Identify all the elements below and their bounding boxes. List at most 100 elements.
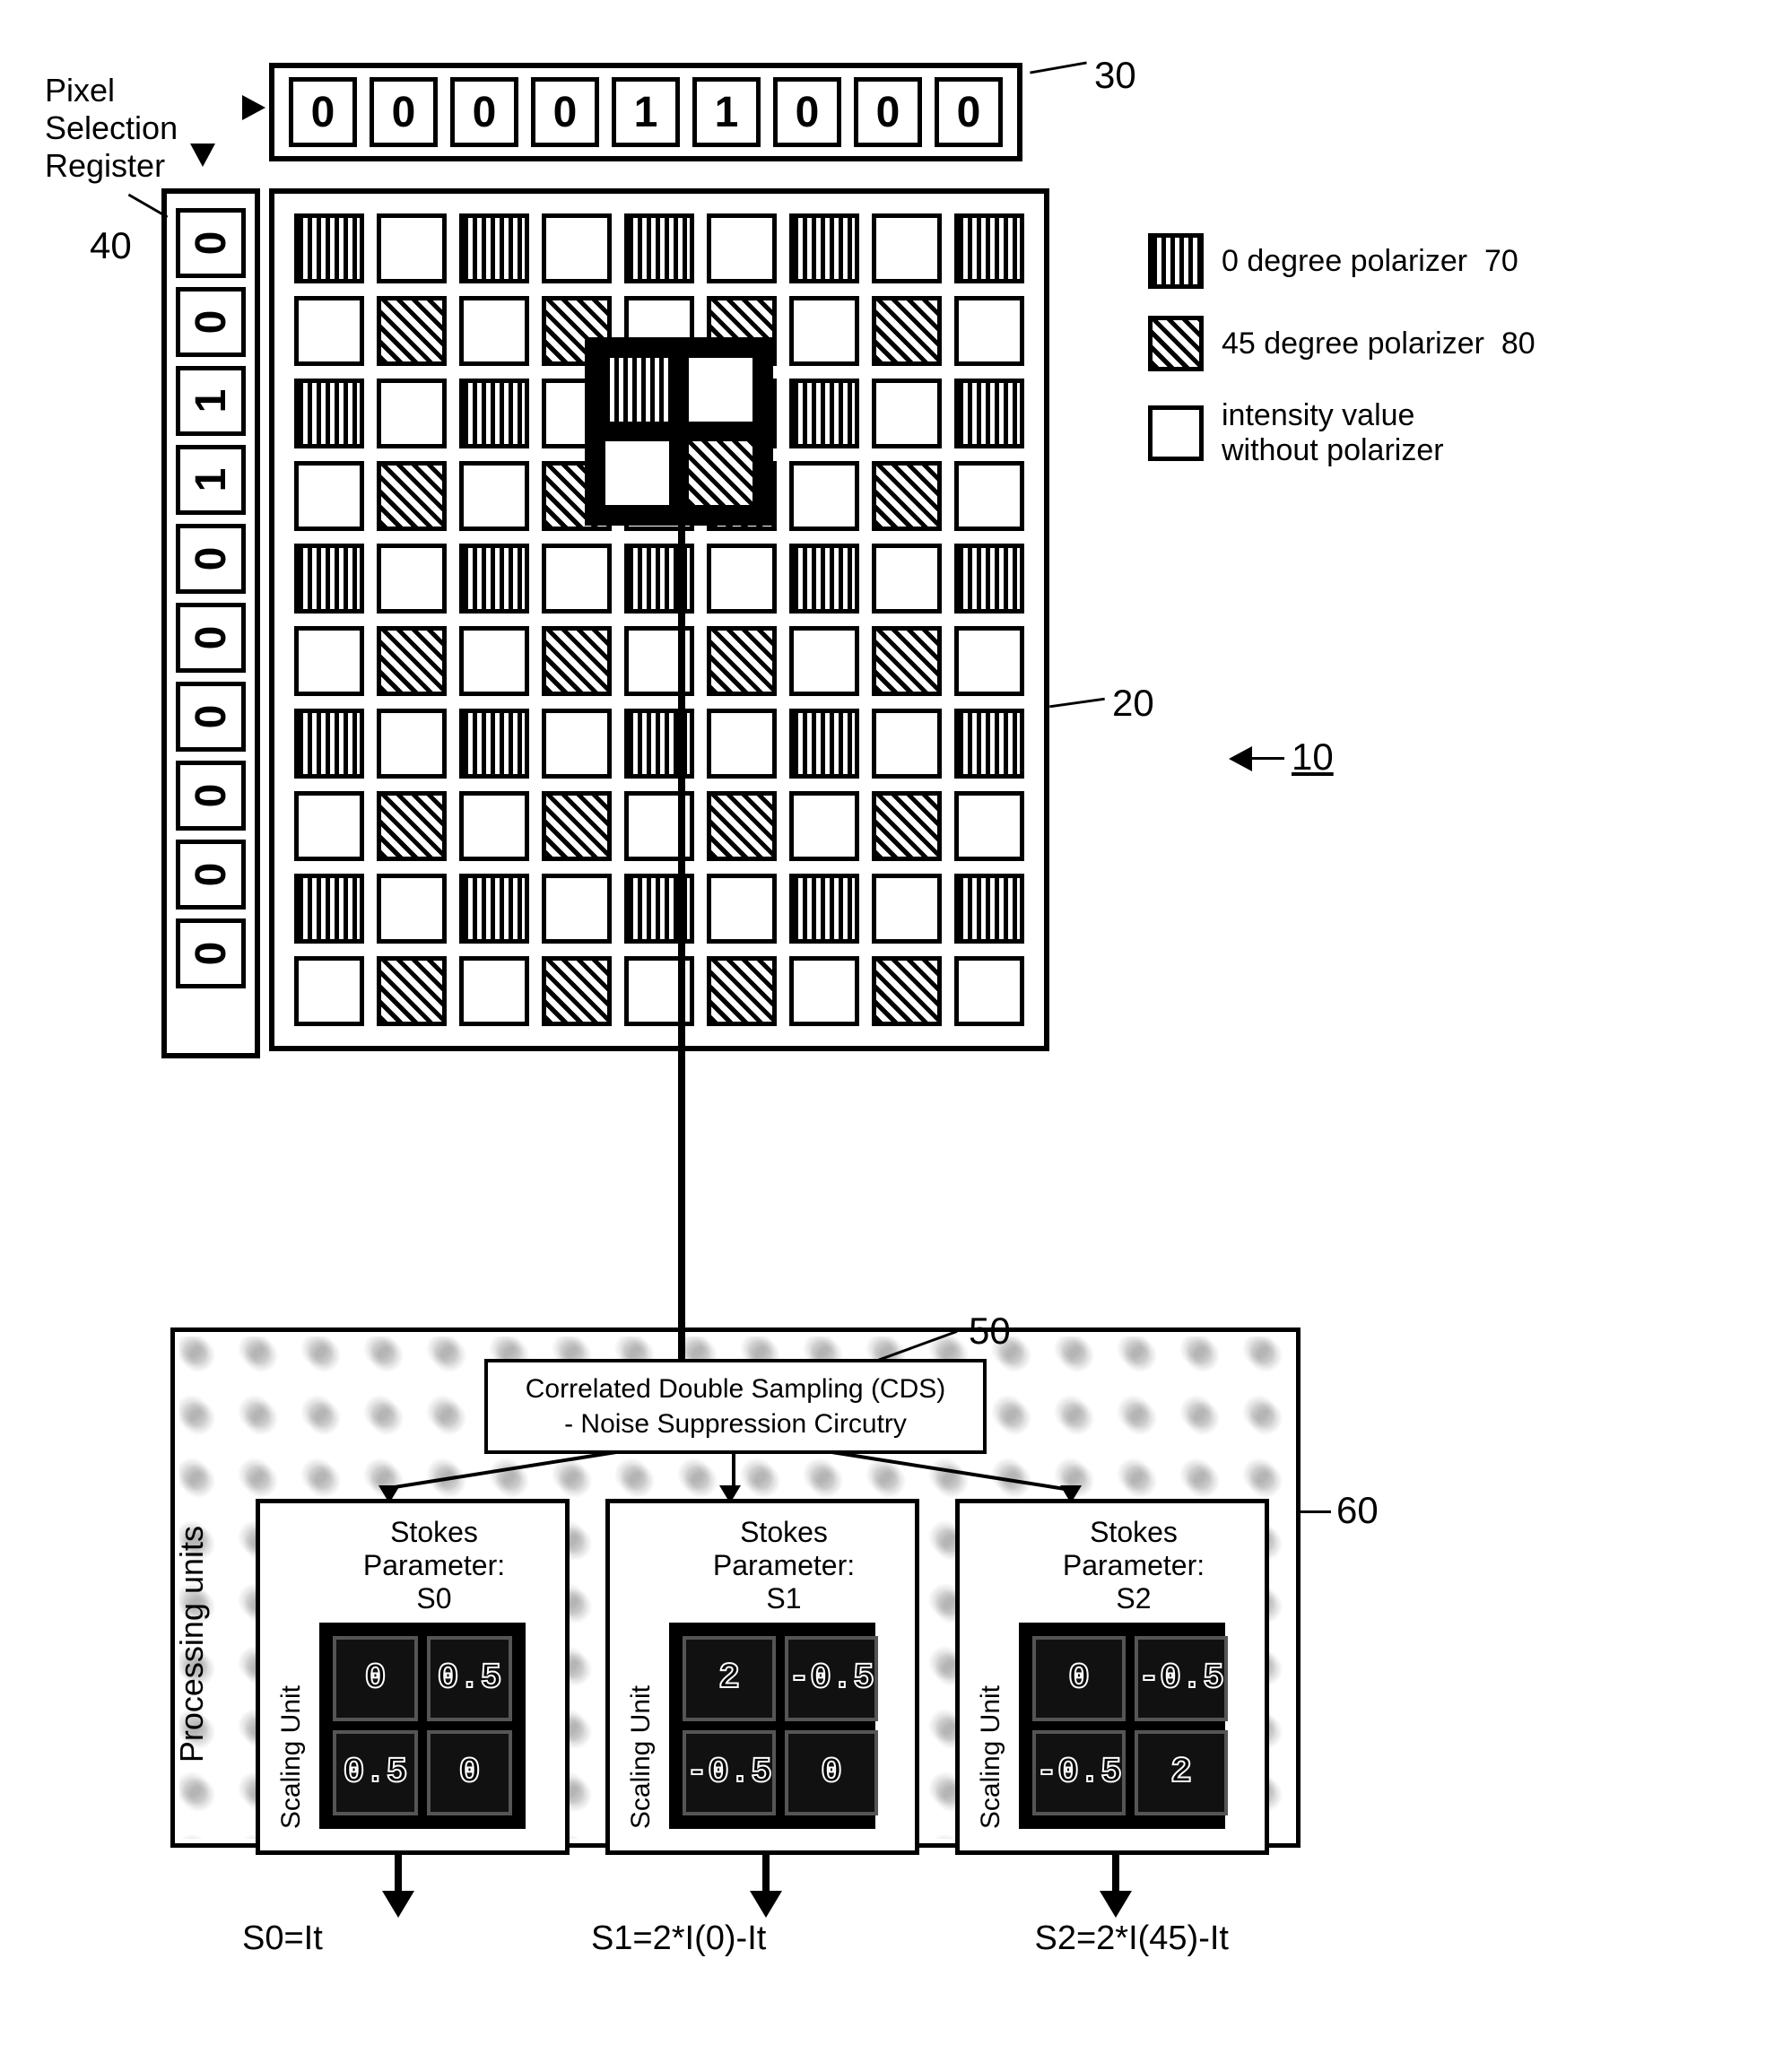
stokes-cell: -0.5 [1032,1730,1126,1815]
pixel-cell [459,461,529,531]
legend-label: intensity value [1222,398,1414,432]
pixel-cell [377,213,447,283]
scaling-unit: Scaling UnitStokes Parameter:S000.50.50 [256,1499,570,1855]
selected-cell [684,353,757,426]
pixel-cell [954,874,1024,944]
stokes-cell: 2 [683,1636,776,1721]
stokes-grid: 2-0.5-0.50 [669,1623,875,1829]
legend-row: 0 degree polarizer 70 [1148,233,1535,289]
scaling-unit-label: Scaling Unit [276,1516,307,1829]
pixel-cell [789,626,859,696]
hreg-cell: 0 [531,77,599,147]
pixel-cell [459,544,529,614]
pixel-array [269,188,1049,1051]
vreg-cell: 0 [176,682,246,752]
pixel-cell [707,874,777,944]
stokes-name: S2 [1116,1582,1151,1615]
callout-10-arrow [1229,746,1252,771]
stokes-out-arrow-head [750,1891,782,1918]
legend-label: 45 degree polarizer [1222,326,1484,361]
hreg-cell: 0 [450,77,518,147]
legend-row: intensity valuewithout polarizer [1148,398,1535,468]
stokes-cell: -0.5 [683,1730,776,1815]
pixel-cell [789,461,859,531]
pixel-cell [954,956,1024,1026]
hreg-cell: 0 [935,77,1003,147]
legend-label2: without polarizer [1222,433,1444,467]
pixel-cell [707,956,777,1026]
pixel-cell [789,709,859,779]
callout-10-text: 10 [1292,736,1334,778]
stokes-cell: 0.5 [427,1636,512,1721]
scaling-unit-label: Scaling Unit [976,1516,1006,1829]
callout-10-line [1252,757,1284,760]
pixel-cell [872,379,942,448]
pixel-cell [377,296,447,366]
pixel-cell [872,296,942,366]
pixel-cell [624,213,694,283]
scaling-content: Stokes Parameter:S000.50.50 [319,1516,549,1829]
scaling-body: Scaling UnitStokes Parameter:S20-0.5-0.5… [976,1516,1248,1829]
pixel-cell [377,461,447,531]
legend: 0 degree polarizer 70 45 degree polarizer… [1148,233,1535,495]
pixel-cell [294,461,364,531]
horizontal-register: 000011000 [269,63,1022,161]
legend-callout: 80 [1501,326,1535,361]
leader-20 [1049,698,1105,709]
scaling-body: Scaling UnitStokes Parameter:S12-0.5-0.5… [626,1516,899,1829]
cds-line2: - Noise Suppression Circutry [564,1409,907,1439]
legend-label: 0 degree polarizer [1222,244,1467,278]
scaling-body: Scaling UnitStokes Parameter:S000.50.50 [276,1516,549,1829]
pixel-cell [459,296,529,366]
stokes-out-arrow-head [1100,1891,1132,1918]
pixel-cell [294,791,364,861]
pixel-cell [459,874,529,944]
pixel-cell [789,874,859,944]
equations-row: S0=ItS1=2*I(0)-ItS2=2*I(45)-It [170,1919,1301,1958]
equation: S0=It [242,1919,323,1958]
psr-arrow-to-hreg [242,95,265,120]
stokes-title: Stokes Parameter:S1 [669,1516,899,1615]
vreg-cell: 0 [176,208,246,278]
stokes-grid: 0-0.5-0.52 [1019,1623,1225,1829]
pixel-cell [789,213,859,283]
stokes-name: S0 [416,1582,451,1615]
pixel-cell [954,791,1024,861]
pixel-cell [542,709,612,779]
stokes-cell: 0 [333,1636,418,1721]
stokes-name: S1 [766,1582,801,1615]
pixel-cell [294,296,364,366]
pixel-cell [872,709,942,779]
vreg-cell: 0 [176,603,246,673]
pixel-cell [459,213,529,283]
pixel-cell [954,213,1024,283]
pixel-cell [542,626,612,696]
pixel-cell [707,709,777,779]
pixel-cell [294,956,364,1026]
arrow-highlight-to-cds [678,526,685,1369]
pixel-cell [459,709,529,779]
pixel-cell [377,544,447,614]
selected-cell [684,437,757,509]
scaling-content: Stokes Parameter:S12-0.5-0.50 [669,1516,899,1829]
callout-10: 10 [1292,736,1334,779]
stokes-cell: -0.5 [785,1636,878,1721]
pixel-cell [377,379,447,448]
legend-callout: 70 [1484,244,1518,278]
vreg-cell: 0 [176,918,246,988]
pixel-cell [954,296,1024,366]
hreg-cell: 0 [773,77,841,147]
cds-box: Correlated Double Sampling (CDS)- Noise … [484,1359,987,1454]
pixel-cell [707,213,777,283]
scaling-unit-label: Scaling Unit [626,1516,657,1829]
vreg-cell: 0 [176,287,246,357]
stokes-cell: 0 [785,1730,878,1815]
pixel-cell [294,874,364,944]
pixel-selection-register-label: Pixel Selection Register [45,72,242,185]
legend-text: 0 degree polarizer 70 [1222,244,1518,279]
legend-swatch [1148,405,1204,461]
leader-30 [1030,61,1087,74]
psr-arrow-to-vreg [190,144,215,167]
pixel-cell [459,956,529,1026]
selected-2x2 [585,337,773,526]
